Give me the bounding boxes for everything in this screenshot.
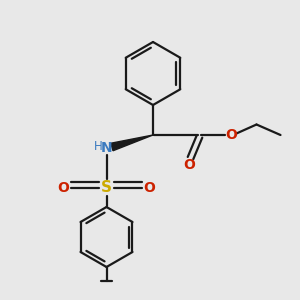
Text: O: O	[225, 128, 237, 142]
Text: O: O	[58, 181, 70, 194]
Text: O: O	[143, 181, 155, 194]
Text: O: O	[183, 158, 195, 172]
Polygon shape	[111, 135, 153, 151]
Text: S: S	[101, 180, 112, 195]
Text: N: N	[101, 142, 112, 155]
Text: H: H	[94, 140, 103, 153]
